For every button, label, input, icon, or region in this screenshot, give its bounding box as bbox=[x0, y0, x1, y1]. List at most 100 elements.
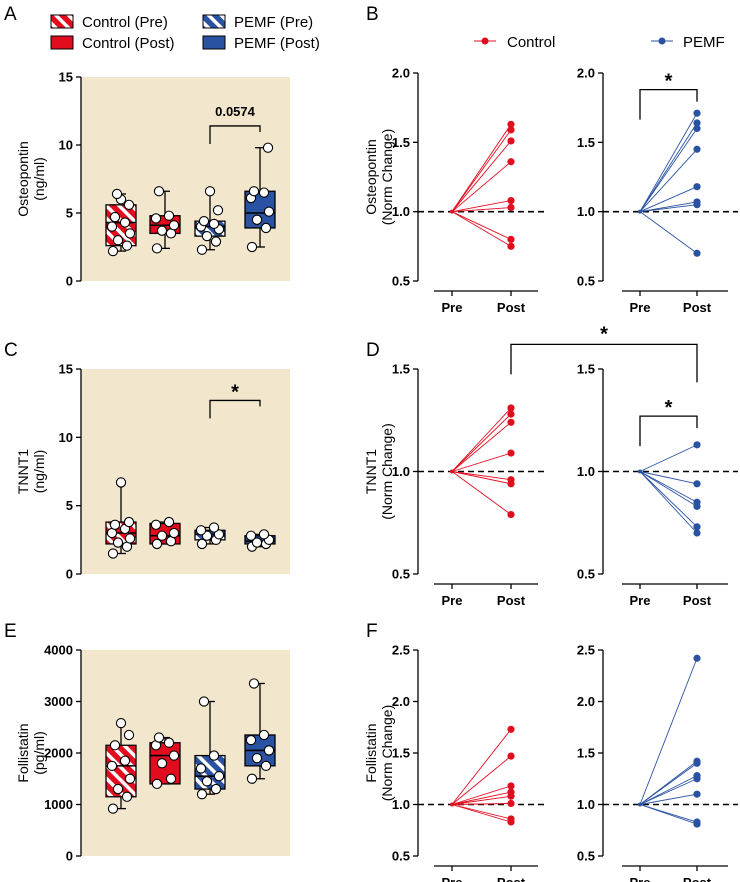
panel-a-significance-label: 0.0574 bbox=[215, 104, 256, 119]
panel-a-pemf-pre-point bbox=[201, 230, 213, 242]
panel-b-pemf-post-point bbox=[693, 183, 701, 191]
panel-c-control-pre-point bbox=[123, 516, 135, 528]
panel-e-control-pre-point bbox=[107, 803, 119, 814]
panel-a-pemf-post-point bbox=[260, 222, 272, 234]
panel-e-control-pre-point bbox=[112, 783, 124, 795]
panel-f-pemf-y-tick-label: 2.0 bbox=[577, 694, 595, 709]
panel-d-pemf-post-point bbox=[693, 480, 701, 488]
panel-d-control-line bbox=[451, 413, 512, 472]
panel-c-control-pre-point bbox=[107, 548, 119, 559]
panel-d-control-post-point bbox=[507, 418, 515, 426]
panel-c-pemf-pre-point bbox=[196, 538, 208, 550]
panel-b-pemf-line bbox=[639, 211, 698, 254]
panel-label-b: B bbox=[366, 4, 379, 25]
panel-e-y-tick-label: 1000 bbox=[44, 797, 73, 812]
panel-label-d: D bbox=[366, 340, 380, 361]
panel-b-control-line bbox=[451, 140, 512, 212]
panel-b-control-y-tick-label: 1.0 bbox=[392, 204, 410, 219]
panel-e-control-pre-point bbox=[124, 773, 136, 784]
panel-d-pemf-line bbox=[639, 471, 698, 485]
panel-b-pemf-line bbox=[639, 112, 698, 212]
panel-f-pemf-post-point bbox=[693, 790, 701, 798]
panel-c-y-tick-label: 10 bbox=[59, 430, 73, 445]
legend-label-control: Control bbox=[507, 34, 555, 51]
panel-a-pemf-post-point bbox=[246, 241, 258, 253]
panel-a-control-post-point bbox=[156, 225, 168, 236]
panel-f-control-post-point bbox=[507, 752, 515, 760]
panel-b-pemf-post-point bbox=[693, 124, 701, 133]
panel-a-y-label: Osteopontin(ng/ml) bbox=[15, 141, 47, 217]
legend-label-control-pre: Control (Pre) bbox=[82, 14, 168, 31]
panel-a-pemf-post-point bbox=[262, 142, 274, 153]
panel-c-control-post-point bbox=[150, 519, 162, 530]
panel-c-control-post-point bbox=[163, 516, 175, 528]
panel-b-pemf-line bbox=[639, 128, 698, 212]
panel-e-pemf-pre-point bbox=[208, 750, 220, 761]
panel-e-pemf-post-point bbox=[251, 753, 263, 764]
panel-e-y-tick-label: 2000 bbox=[44, 746, 73, 761]
panel-d-control-line bbox=[451, 471, 512, 485]
panel-c-pemf-post-point bbox=[258, 529, 270, 540]
panel-b-pemf-y-tick-label: 1.5 bbox=[577, 135, 595, 150]
panel-b-significance-bracket bbox=[639, 88, 698, 120]
panel-b-pemf-line bbox=[639, 148, 698, 212]
panel-d-control-post-point bbox=[507, 480, 515, 488]
panel-c-y-label-line: (ng/ml) bbox=[31, 450, 47, 494]
panel-b-control-y-tick-label: 0.5 bbox=[392, 274, 410, 289]
panel-a-control-post-point bbox=[163, 210, 175, 221]
panel-d-pemf-post-point bbox=[693, 441, 701, 449]
panel-d-pemf-line bbox=[639, 471, 698, 534]
panel-b-control-post-point bbox=[507, 242, 515, 250]
panel-f-pemf-line bbox=[639, 778, 698, 805]
panel-f-pemf-post-point bbox=[693, 820, 701, 828]
panel-b-control-post-point bbox=[507, 126, 515, 134]
panel-f-control-post-point bbox=[507, 799, 515, 808]
panel-e-y-tick-label: 3000 bbox=[44, 694, 73, 709]
panel-f-control-post-point bbox=[507, 818, 515, 826]
panel-b-control-line bbox=[451, 211, 512, 240]
panel-a-control-post-point bbox=[153, 186, 165, 197]
panel-c-control-pre-point bbox=[109, 519, 121, 530]
panel-label-a: A bbox=[4, 4, 17, 25]
panel-f-control-y-tick-label: 1.5 bbox=[392, 746, 410, 761]
panel-a-control-pre-point bbox=[111, 188, 123, 200]
panel-b-control-y-label-line: (Norm Change) bbox=[379, 129, 395, 225]
panel-f-pemf-post-point bbox=[693, 759, 701, 767]
panel-b-control-post-point bbox=[507, 120, 515, 128]
panel-b-control-y-tick-label: 2.0 bbox=[392, 66, 410, 81]
panel-e-pemf-pre-point bbox=[195, 763, 207, 774]
panel-f-control-line bbox=[451, 795, 512, 805]
panel-d-control-line bbox=[451, 421, 512, 472]
panel-c-pemf-pre-point bbox=[213, 529, 225, 540]
panel-a-y-tick-label: 10 bbox=[59, 138, 73, 153]
panel-d-pemf-y-tick-label: 1.0 bbox=[577, 464, 595, 479]
panel-d-pemf-line bbox=[639, 444, 698, 472]
panel-d-pemf-line bbox=[639, 471, 698, 528]
panel-f-control-pre-point bbox=[450, 802, 454, 807]
panel-c-pemf-pre-point bbox=[195, 525, 207, 536]
panel-c-y-tick-label: 15 bbox=[59, 362, 73, 377]
panel-e-pemf-pre-point bbox=[210, 783, 222, 795]
panel-c-y-label: TNNT1(ng/ml) bbox=[15, 449, 47, 494]
panel-b-control-post-point bbox=[507, 137, 515, 145]
panel-b-control-post-point bbox=[507, 235, 515, 243]
panel-d-pemf-pre-point bbox=[638, 469, 642, 474]
panel-f-pemf-line bbox=[639, 775, 698, 805]
panel-c-control-post-point bbox=[168, 527, 180, 539]
legend-marker-pemf bbox=[658, 37, 666, 45]
panel-d-pemf-y-tick-label: 0.5 bbox=[577, 567, 595, 582]
panel-e-pemf-pre-point bbox=[196, 789, 208, 800]
panel-d-pemf-line bbox=[639, 471, 698, 503]
panel-b-pemf-post-point bbox=[693, 145, 701, 153]
panel-b-control-post-point bbox=[507, 203, 515, 212]
panel-f-control-line bbox=[451, 755, 512, 805]
panel-f-pemf-post-point bbox=[693, 654, 701, 662]
panel-a-pemf-post-point bbox=[251, 214, 263, 225]
panel-a-control-pre-point bbox=[123, 199, 135, 210]
panel-d-control-y-label-line: (Norm Change) bbox=[379, 423, 395, 519]
panel-b-control-y-label-line: Osteopontin bbox=[363, 139, 379, 215]
panel-d-pemf-x-tick-label: Pre bbox=[630, 593, 651, 608]
panel-e-control-post-point bbox=[168, 750, 180, 761]
panel-d-control-line bbox=[451, 452, 512, 472]
panel-e-pemf-post-point bbox=[258, 729, 270, 741]
